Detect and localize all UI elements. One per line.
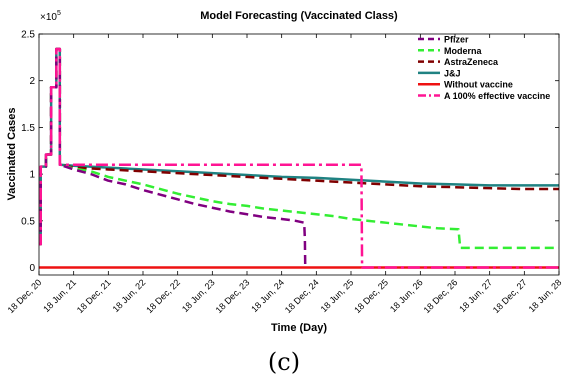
y-exponent-label: ×105 [40,10,61,23]
x-tick-label: 18 Dec, 23 [214,277,252,315]
x-tick-label: 18 Jun, 25 [319,277,356,314]
legend-label: A 100% effective vaccine [444,91,550,101]
plot-area [39,34,559,275]
x-tick-label: 18 Dec, 22 [144,277,182,315]
chart: Model Forecasting (Vaccinated Class) ×10… [6,10,564,334]
series-line-a-100-effective-vaccine [39,47,559,269]
series-line-astrazeneca [39,47,559,246]
y-tick-label: 1.5 [21,123,35,134]
x-tick-label: 18 Dec, 26 [422,277,460,315]
x-tick-label: 18 Dec, 24 [283,277,321,315]
x-tick-label: 18 Dec, 20 [6,277,44,315]
legend-label: Without vaccine [444,80,513,90]
legend-label: Moderna [444,46,482,56]
chart-title: Model Forecasting (Vaccinated Class) [200,10,398,22]
legend-label: Pfizer [444,35,469,45]
y-tick-label: 2 [29,76,35,87]
x-axis-label: Time (Day) [271,322,327,334]
y-exponent-base: ×10 [40,12,57,23]
plot-frame [38,33,560,276]
x-tick-label: 18 Jun, 22 [111,277,148,314]
x-tick-label: 18 Jun, 21 [41,277,78,314]
x-tick-label: 18 Dec, 27 [491,277,529,315]
legend-label: J&J [444,68,461,78]
x-tick-label: 18 Dec, 21 [75,277,113,315]
y-exponent-power: 5 [57,10,61,17]
y-tick-label: 0.5 [21,216,35,227]
x-tick-label: 18 Jun, 24 [249,277,286,314]
figure-caption: (c) [267,348,301,376]
legend-label: AstraZeneca [444,57,499,67]
x-tick-label: 18 Jun, 27 [457,277,494,314]
series-layer [39,47,559,269]
y-tick-label: 1 [29,170,35,181]
y-axis-label: Vaccinated Cases [6,108,18,201]
y-tick-label: 0 [29,263,35,274]
x-tick-label: 18 Jun, 23 [180,277,217,314]
x-tick-label: 18 Jun, 28 [527,277,564,314]
x-tick-label: 18 Dec, 25 [352,277,390,315]
x-tick-label: 18 Jun, 26 [388,277,425,314]
y-tick-label: 2.5 [21,30,35,41]
